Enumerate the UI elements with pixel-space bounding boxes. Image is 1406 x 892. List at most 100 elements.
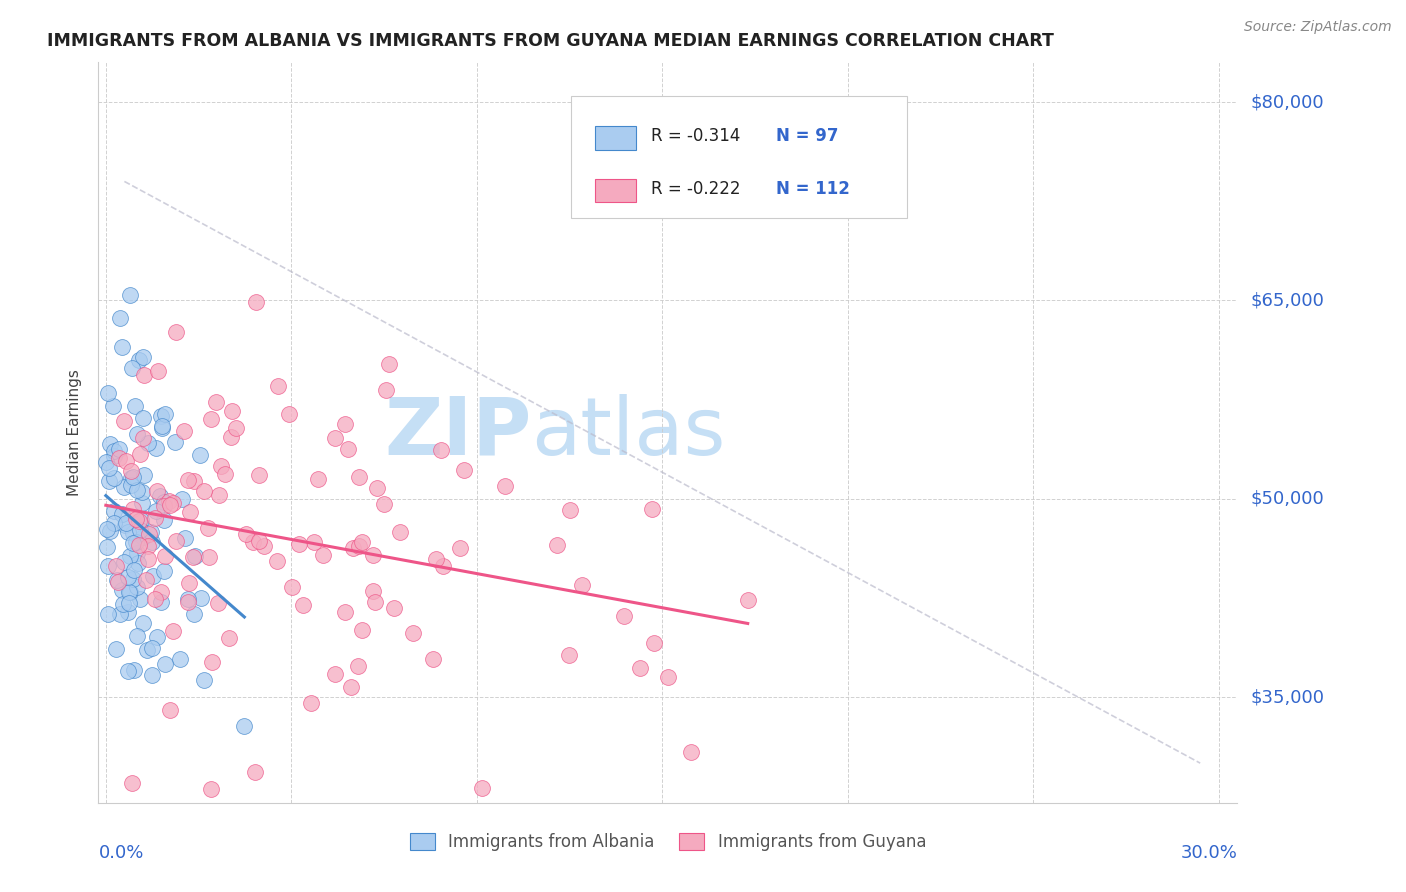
Point xyxy=(153,549,176,563)
Point xyxy=(162,624,184,638)
Point xyxy=(129,592,152,607)
Point xyxy=(98,436,121,450)
Point xyxy=(145,504,167,518)
Point xyxy=(471,780,494,795)
Point xyxy=(299,696,322,710)
Point xyxy=(375,383,398,397)
Point xyxy=(131,351,153,365)
Point xyxy=(153,495,176,509)
Point xyxy=(177,594,200,608)
Point xyxy=(389,525,412,540)
Point xyxy=(143,592,166,607)
Point xyxy=(208,488,231,502)
Point xyxy=(121,776,143,790)
Point xyxy=(136,540,159,554)
Point xyxy=(628,660,651,674)
Point xyxy=(337,442,360,456)
Point xyxy=(267,379,290,393)
Point xyxy=(278,407,301,421)
Point xyxy=(149,409,172,423)
Point xyxy=(132,468,155,483)
Point xyxy=(122,536,145,550)
Point xyxy=(363,548,385,562)
Point xyxy=(197,521,219,535)
Point xyxy=(120,288,142,302)
Text: ZIP: ZIP xyxy=(384,393,531,472)
Point xyxy=(449,541,471,556)
Point xyxy=(124,535,146,549)
Point xyxy=(145,630,167,644)
Point xyxy=(190,591,212,605)
Point xyxy=(193,673,215,688)
Point xyxy=(179,505,201,519)
Point xyxy=(165,435,187,450)
Point xyxy=(679,745,702,759)
Point xyxy=(287,537,309,551)
Point xyxy=(108,451,131,466)
Point xyxy=(128,447,150,461)
Legend: Immigrants from Albania, Immigrants from Guyana: Immigrants from Albania, Immigrants from… xyxy=(404,826,932,857)
Point xyxy=(233,719,256,733)
Point xyxy=(373,498,395,512)
Point xyxy=(235,527,257,541)
Point xyxy=(138,526,160,541)
Point xyxy=(162,496,184,510)
Point xyxy=(105,641,128,656)
Text: N = 112: N = 112 xyxy=(776,180,849,198)
Point xyxy=(307,472,329,486)
Text: IMMIGRANTS FROM ALBANIA VS IMMIGRANTS FROM GUYANA MEDIAN EARNINGS CORRELATION CH: IMMIGRANTS FROM ALBANIA VS IMMIGRANTS FR… xyxy=(48,32,1054,50)
FancyBboxPatch shape xyxy=(595,179,636,202)
Point xyxy=(127,483,149,498)
Point xyxy=(183,474,205,488)
Point xyxy=(135,573,157,587)
Point xyxy=(242,534,264,549)
Point xyxy=(125,629,148,643)
Point xyxy=(149,489,172,503)
Point xyxy=(193,483,215,498)
Point xyxy=(453,463,475,477)
Point xyxy=(302,534,325,549)
Point xyxy=(425,552,447,566)
Point xyxy=(657,670,679,684)
Point xyxy=(108,442,131,457)
Point xyxy=(94,455,117,469)
Point xyxy=(377,357,399,371)
Point xyxy=(225,421,247,435)
Point xyxy=(114,516,136,531)
Point xyxy=(128,353,150,368)
Point xyxy=(108,310,131,325)
Point xyxy=(138,436,160,450)
Point xyxy=(173,424,195,438)
Point xyxy=(198,549,221,564)
Text: R = -0.314: R = -0.314 xyxy=(651,128,740,145)
Point xyxy=(122,563,145,577)
Point xyxy=(107,573,129,587)
Point xyxy=(247,467,270,482)
Point xyxy=(382,601,405,615)
Point xyxy=(141,534,163,549)
Point xyxy=(214,467,236,481)
Point xyxy=(132,411,155,425)
Point xyxy=(201,656,224,670)
Point xyxy=(127,546,149,560)
Point xyxy=(121,470,143,484)
Point xyxy=(347,539,370,553)
Point xyxy=(188,448,211,462)
Point xyxy=(349,470,371,484)
Text: $80,000: $80,000 xyxy=(1251,93,1324,112)
Point xyxy=(117,606,139,620)
Point xyxy=(112,555,135,569)
Point xyxy=(247,534,270,549)
Point xyxy=(207,596,229,610)
Y-axis label: Median Earnings: Median Earnings xyxy=(67,369,83,496)
Point xyxy=(141,640,163,655)
Point xyxy=(125,511,148,525)
Point xyxy=(118,585,141,599)
Point xyxy=(165,325,187,339)
Point xyxy=(253,539,276,553)
Point xyxy=(145,441,167,455)
Point xyxy=(218,631,240,645)
Point xyxy=(323,431,346,445)
Point xyxy=(96,607,118,621)
Text: $65,000: $65,000 xyxy=(1251,292,1324,310)
